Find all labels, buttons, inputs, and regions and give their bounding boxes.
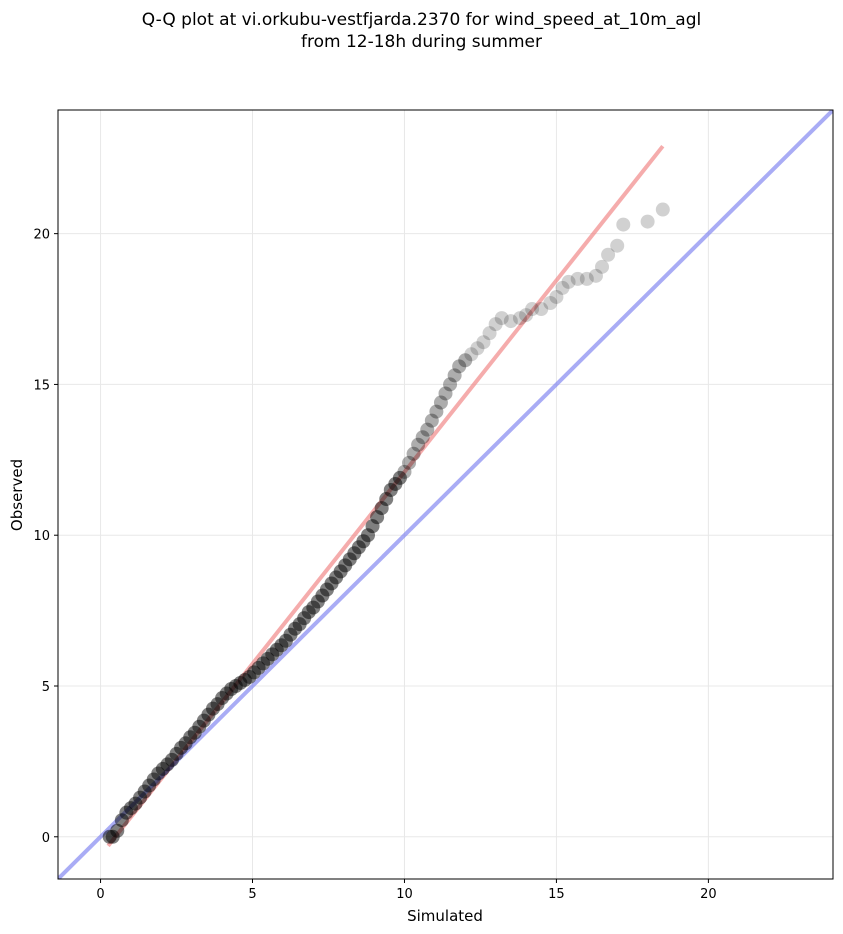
- data-point: [610, 238, 625, 253]
- data-point: [494, 311, 509, 326]
- data-point: [570, 271, 585, 286]
- data-point: [640, 214, 655, 229]
- axis-ticks: 0 5 10 15 20 0 5 10 15 20: [33, 228, 716, 902]
- data-point: [519, 308, 534, 323]
- data-point: [601, 247, 616, 262]
- chart-title-line-2: from 12-18h during summer: [301, 32, 542, 52]
- data-point: [616, 217, 631, 232]
- x-axis-label: Simulated: [407, 907, 483, 925]
- data-point: [392, 470, 407, 485]
- data-point: [534, 302, 549, 317]
- data-point: [470, 341, 485, 356]
- y-tick-label: 10: [33, 529, 50, 544]
- data-point: [555, 280, 570, 295]
- data-point: [424, 413, 439, 428]
- data-point: [525, 302, 540, 317]
- data-point: [110, 823, 125, 838]
- data-point: [488, 317, 503, 332]
- x-tick-label: 10: [396, 887, 413, 902]
- data-point: [447, 368, 462, 383]
- data-point: [543, 296, 558, 311]
- data-point: [433, 395, 448, 410]
- plot-frame: [57, 109, 834, 880]
- data-point: [452, 359, 467, 374]
- data-point: [429, 404, 444, 419]
- data-point: [561, 274, 576, 289]
- data-point: [464, 347, 479, 362]
- data-point: [503, 314, 518, 329]
- data-point: [443, 377, 458, 392]
- y-tick-label: 20: [33, 228, 50, 243]
- data-point: [420, 422, 435, 437]
- data-point: [402, 455, 417, 470]
- chart-title-line-1: Q-Q plot at vi.orkubu-vestfjarda.2370 fo…: [141, 10, 702, 30]
- data-point: [476, 335, 491, 350]
- data-point: [406, 446, 421, 461]
- data-point: [588, 268, 603, 283]
- x-tick-label: 5: [248, 887, 256, 902]
- data-point: [397, 464, 412, 479]
- data-point: [595, 259, 610, 274]
- y-tick-label: 0: [42, 831, 50, 846]
- x-tick-label: 20: [700, 887, 717, 902]
- data-point: [458, 353, 473, 368]
- data-point: [579, 271, 594, 286]
- data-points: [102, 202, 670, 844]
- data-point: [655, 202, 670, 217]
- y-tick-label: 15: [33, 378, 50, 393]
- x-tick-label: 0: [96, 887, 104, 902]
- data-point: [438, 386, 453, 401]
- data-point: [411, 437, 426, 452]
- y-axis-label: Observed: [8, 459, 26, 531]
- data-point: [512, 311, 527, 326]
- grid: [58, 110, 833, 879]
- x-tick-label: 15: [548, 887, 565, 902]
- y-tick-label: 5: [42, 680, 50, 695]
- data-point: [482, 326, 497, 341]
- data-point: [415, 430, 430, 445]
- data-point: [549, 289, 564, 304]
